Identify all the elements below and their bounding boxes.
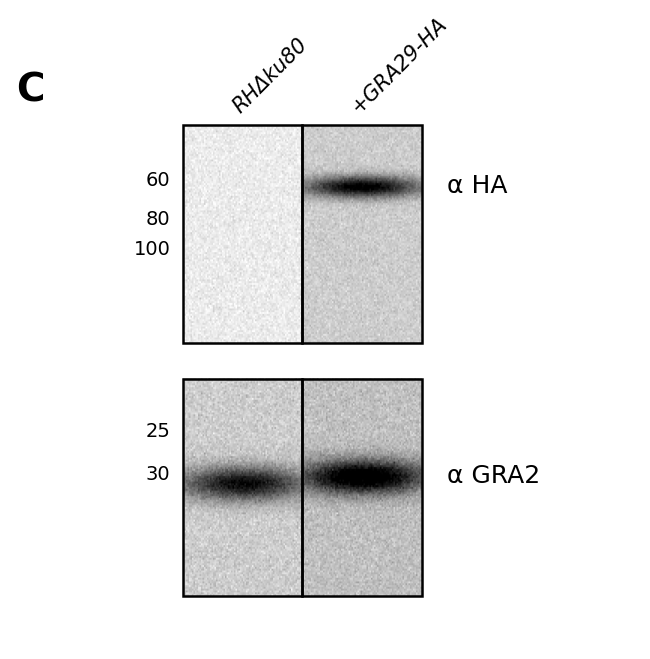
Text: 100: 100 [133,240,170,259]
Bar [183,379,302,596]
Text: 80: 80 [146,210,170,229]
Text: 30: 30 [146,465,170,484]
Text: α HA: α HA [447,174,508,198]
Text: 25: 25 [146,422,170,442]
Text: α GRA2: α GRA2 [447,465,541,488]
Text: +GRA29-HA: +GRA29-HA [348,13,451,117]
Text: C: C [16,71,44,109]
Bar [183,125,302,343]
Text: 60: 60 [146,171,170,190]
Text: RHΔku80: RHΔku80 [229,34,311,117]
Bar [302,125,422,343]
Bar [302,379,422,596]
